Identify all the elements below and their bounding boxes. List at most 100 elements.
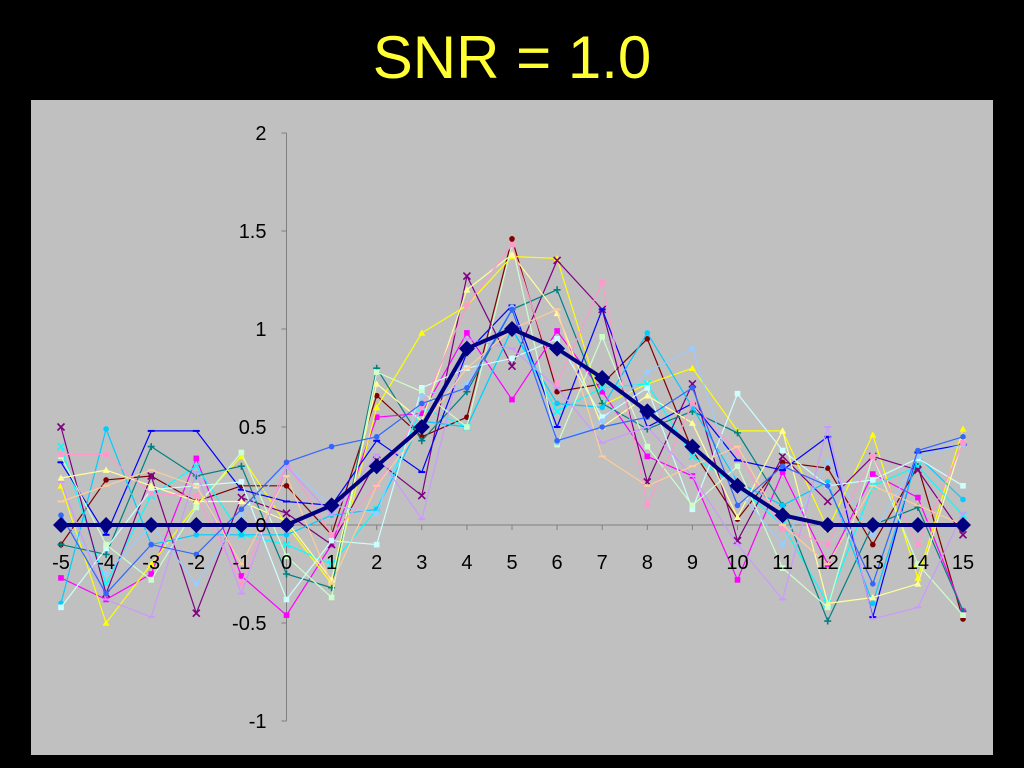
data-point xyxy=(368,458,385,475)
x-tick-label: 7 xyxy=(597,552,608,574)
data-point xyxy=(57,541,65,549)
data-point xyxy=(323,497,340,514)
data-point xyxy=(283,570,290,578)
data-point xyxy=(103,541,109,548)
series-group xyxy=(53,236,971,626)
data-point xyxy=(870,600,876,607)
x-tick-label: 14 xyxy=(907,552,929,574)
data-point xyxy=(824,483,831,489)
data-point xyxy=(960,483,966,489)
data-point xyxy=(283,596,290,603)
data-point xyxy=(509,241,515,248)
data-point xyxy=(462,272,471,281)
data-point xyxy=(594,370,611,386)
data-point xyxy=(238,532,245,538)
data-point xyxy=(779,526,786,532)
data-point xyxy=(237,493,246,502)
data-point xyxy=(779,447,786,454)
data-point xyxy=(102,466,110,473)
data-point xyxy=(238,573,245,579)
data-point xyxy=(643,392,651,399)
y-tick-label: 0 xyxy=(255,515,266,537)
data-point xyxy=(599,418,605,424)
data-point xyxy=(824,541,831,548)
data-point xyxy=(689,400,696,407)
data-point xyxy=(193,492,200,499)
data-point xyxy=(419,404,425,411)
data-point xyxy=(733,536,742,545)
data-point xyxy=(779,459,786,466)
data-point xyxy=(188,517,205,533)
data-point xyxy=(147,560,155,567)
data-point xyxy=(238,512,245,518)
data-point xyxy=(734,429,741,437)
data-point xyxy=(644,385,651,391)
tick-labels: -1-0.500.511.52-5 -4 -3 -2 -1 0 1 2 3 4 5 6 7 8 9 10 11 1… xyxy=(52,123,974,733)
data-point xyxy=(464,385,470,391)
data-point xyxy=(909,517,926,533)
data-point xyxy=(233,517,250,533)
x-tick-label: -2 xyxy=(187,552,205,574)
data-point xyxy=(103,545,109,552)
data-point xyxy=(103,590,109,597)
data-point xyxy=(419,410,425,417)
data-point xyxy=(644,502,651,509)
data-point xyxy=(328,594,335,601)
data-point xyxy=(58,604,64,611)
data-point xyxy=(779,427,787,434)
data-point xyxy=(870,453,876,460)
data-point xyxy=(959,425,967,432)
data-point xyxy=(688,419,696,426)
data-point xyxy=(373,541,380,548)
x-tick-label: 11 xyxy=(772,552,793,574)
data-point xyxy=(955,517,971,533)
data-point xyxy=(734,449,741,456)
data-point xyxy=(553,286,561,294)
data-point xyxy=(373,510,380,517)
x-tick-label: 12 xyxy=(817,552,839,574)
line-chart: -1-0.500.511.52-5 -4 -3 -2 -1 0 1 2 3 4 5 6 7 8 9 10 11 1… xyxy=(52,123,974,733)
data-point xyxy=(507,362,517,371)
data-point xyxy=(237,497,245,505)
data-point xyxy=(98,517,115,533)
data-point xyxy=(824,465,831,471)
data-point xyxy=(373,369,380,375)
data-point xyxy=(734,463,741,469)
x-tick-label: 8 xyxy=(642,552,653,574)
data-point xyxy=(508,251,516,258)
y-tick-label: -1 xyxy=(249,711,267,733)
data-point xyxy=(103,477,109,483)
mean-series xyxy=(53,321,971,533)
data-point xyxy=(779,463,786,470)
data-point xyxy=(824,599,832,607)
data-point xyxy=(598,383,607,392)
data-point xyxy=(193,504,200,511)
data-point xyxy=(914,580,922,587)
x-tick-label: 2 xyxy=(371,552,382,574)
data-point xyxy=(328,443,335,450)
x-tick-label: 13 xyxy=(862,552,884,574)
data-point xyxy=(147,443,155,451)
data-point xyxy=(689,345,696,352)
data-point xyxy=(58,512,64,518)
data-point xyxy=(870,532,876,538)
data-point xyxy=(689,502,696,509)
data-point xyxy=(960,496,966,503)
data-point xyxy=(915,447,921,454)
data-point xyxy=(960,439,966,446)
data-point xyxy=(504,321,520,337)
y-tick-label: 2 xyxy=(255,123,266,145)
data-point xyxy=(58,451,64,458)
data-point xyxy=(599,424,605,430)
data-point xyxy=(53,517,69,533)
data-point xyxy=(688,364,696,371)
data-point xyxy=(509,236,515,242)
data-point xyxy=(554,336,560,342)
data-point xyxy=(958,530,968,539)
y-tick-label: -0.5 xyxy=(232,613,266,635)
data-point xyxy=(282,540,291,549)
data-point xyxy=(373,403,381,411)
data-point xyxy=(870,477,876,483)
data-point xyxy=(553,256,562,265)
data-point xyxy=(734,502,741,509)
